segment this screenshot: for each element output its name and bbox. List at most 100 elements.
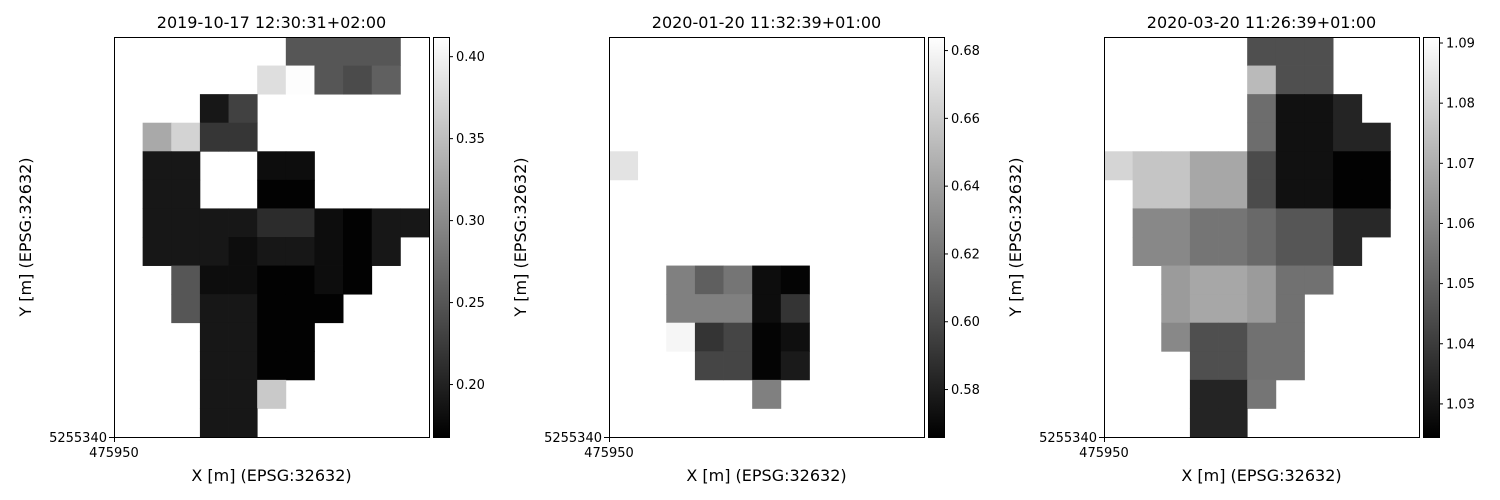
heatmap-cell [1304,237,1334,266]
heatmap-cell [1161,208,1191,238]
heatmap-cell [1304,65,1334,95]
colorbar-frame [928,37,945,438]
heatmap-cell [1275,151,1305,181]
heatmap-cell [1247,179,1277,209]
heatmap-cell [257,351,287,381]
heatmap-cell [1218,265,1248,295]
heatmap-cell [285,322,315,352]
heatmap-cell [1161,265,1191,295]
heatmap-cell [257,208,287,238]
heatmap-cell [285,65,315,95]
heatmap-cell [343,265,373,295]
heatmap-cell [228,208,258,238]
heatmap-cell [285,351,315,381]
colorbar-tick-label: 1.07 [1446,157,1475,172]
heatmap-cell [1189,322,1219,352]
heatmap-cell [228,408,258,438]
heatmap-cell [1275,65,1305,95]
heatmap-cell [1189,294,1219,324]
colorbar-tick-label: 0.30 [456,214,485,229]
colorbar-frame [433,37,450,438]
heatmap-cell [1161,151,1191,181]
heatmap-cell [314,265,344,295]
heatmap-cell [1275,122,1305,152]
heatmap-cell [1218,208,1248,238]
heatmap-cell [752,322,782,352]
heatmap-cell [1304,37,1334,66]
heatmap-cell [199,294,229,324]
heatmap-cell [171,151,201,181]
heatmap-cell [1333,208,1363,238]
colorbar-tick-label: 1.05 [1446,277,1475,292]
heatmap-cell [257,379,287,409]
heatmap-cell [228,122,258,152]
heatmap-cell [1189,351,1219,381]
heatmap-cell [343,37,373,66]
axes-frame [609,37,925,438]
heatmap-cell [228,351,258,381]
heatmap-cell [343,65,373,95]
heatmap-cell [371,65,401,95]
heatmap-cell [142,208,172,238]
heatmap-cell [1189,265,1219,295]
heatmap-cell [666,294,696,324]
colorbar [928,37,944,437]
heatmap-cell [752,265,782,295]
heatmap-cell [1218,408,1248,438]
heatmap-cell [1361,179,1391,209]
panel-title: 2020-01-20 11:32:39+01:00 [652,13,881,32]
heatmap-cell [1247,351,1277,381]
colorbar-tick-label: 1.09 [1446,37,1475,52]
heatmap-cell [1132,237,1162,266]
heatmap-cell [257,294,287,324]
colorbar [433,37,449,437]
heatmap-cell [285,37,315,66]
heatmap-cell [1189,179,1219,209]
heatmap-cell [142,122,172,152]
heatmap-cell [371,237,401,266]
heatmap-cell [1189,379,1219,409]
y-tick-label: 5255340 [544,431,602,446]
heatmap-cell [780,265,810,295]
heatmap-cell [228,94,258,124]
heatmap-cell [228,322,258,352]
heatmap-cell [1275,265,1305,295]
heatmap-cell [257,237,287,266]
heatmap-cell [752,379,782,409]
heatmap-cell [142,179,172,209]
y-tick-label: 5255340 [49,431,107,446]
heatmap-cell [228,265,258,295]
colorbar-tick-label: 1.04 [1446,337,1475,352]
heatmap-cell [1304,122,1334,152]
heatmap-cell [1304,151,1334,181]
heatmap-cell [314,294,344,324]
heatmap-cell [1189,208,1219,238]
heatmap-cell [1304,265,1334,295]
heatmap-cell [609,151,639,181]
heatmap-cell [780,322,810,352]
heatmap-cell [1161,322,1191,352]
heatmap-cell [228,294,258,324]
colorbar-tick-label: 1.03 [1446,397,1475,412]
x-tick-label: 475950 [1079,446,1129,461]
heatmap-cell [723,351,753,381]
heatmap-cell [343,208,373,238]
heatmap-cell [1247,322,1277,352]
heatmap-cell [1247,94,1277,124]
heatmap-cell [723,294,753,324]
heatmap-cell [1333,151,1363,181]
y-tick-label: 5255340 [1039,431,1097,446]
heatmap-cell [285,151,315,181]
heatmap-cell [666,322,696,352]
heatmap-cell [1333,237,1363,266]
heatmap-cell [371,208,401,238]
x-tick-label: 475950 [584,446,634,461]
heatmap-cell [171,122,201,152]
heatmap-cell [171,179,201,209]
heatmap-cell [1218,322,1248,352]
heatmap-cell [285,237,315,266]
heatmap-cell [371,37,401,66]
colorbar-tick-label: 0.35 [456,132,485,147]
